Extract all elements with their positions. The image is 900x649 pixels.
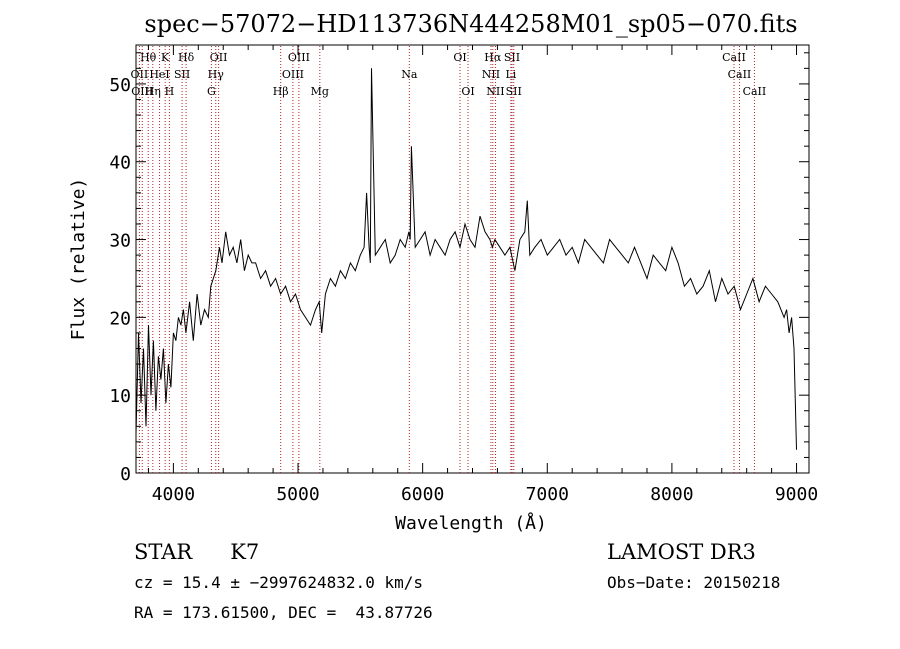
line-label-lines_bot-7: NII	[486, 85, 504, 98]
line-label-lines_top-0: Hθ	[140, 51, 157, 64]
observation-date: Obs−Date: 20150218	[607, 573, 781, 592]
line-label-lines_bot-6: OI	[461, 85, 474, 98]
x-tick-label: 9000	[775, 484, 818, 505]
line-label-lines_top-8: CaII	[722, 51, 746, 64]
line-label-lines_top-1: K	[161, 51, 170, 64]
x-axis: 4000 5000 6000 7000 8000 9000	[147, 45, 818, 505]
y-tick-label: 10	[109, 386, 131, 407]
y-tick-label: 30	[109, 231, 131, 252]
redshift-velocity: cz = 15.4 ± −2997624832.0 km/s	[134, 573, 423, 592]
line-label-lines_top-2: Hδ	[178, 51, 195, 64]
y-tick-label: 50	[109, 75, 131, 96]
line-label-lines_mid-5: Na	[401, 68, 418, 81]
x-tick-label: 4000	[152, 484, 195, 505]
line-label-lines_top-5: OI	[453, 51, 466, 64]
line-label-lines_mid-4: OIII	[282, 68, 304, 81]
x-tick-label: 5000	[276, 484, 319, 505]
object-subclass: K7	[230, 540, 260, 564]
line-label-lines_mid-6: NII	[482, 68, 500, 81]
line-label-lines_top-3: OII	[210, 51, 228, 64]
line-label-lines_bot-4: Hβ	[273, 85, 289, 98]
object-class: STAR	[134, 540, 193, 564]
line-label-lines_bot-1: Hη	[145, 85, 161, 98]
line-label-lines_bot-5: Mg	[311, 85, 329, 98]
line-label-lines_bot-9: CaII	[743, 85, 767, 98]
y-tick-label: 0	[120, 464, 131, 485]
line-label-lines_bot-0: OIII	[131, 85, 153, 98]
line-label-lines_bot-2: H	[165, 85, 175, 98]
line-label-lines_mid-3: Hγ	[208, 68, 225, 81]
line-label-lines_bot-3: G	[207, 85, 216, 98]
line-label-lines_bot-8: SII	[506, 85, 522, 98]
y-tick-label: 20	[109, 308, 131, 329]
line-label-lines_mid-7: Li	[505, 68, 516, 81]
line-label-lines_top-6: Hα	[484, 51, 502, 64]
x-axis-label: Wavelength (Å)	[395, 512, 547, 534]
x-tick-label: 6000	[401, 484, 444, 505]
x-tick-label: 7000	[526, 484, 569, 505]
line-label-lines_mid-1: HeI	[149, 68, 169, 81]
object-classification: STAR K7	[134, 540, 259, 564]
coordinates: RA = 173.61500, DEC = 43.87726	[134, 603, 433, 622]
line-label-lines_top-7: SII	[504, 51, 520, 64]
line-label-lines_mid-2: SII	[174, 68, 190, 81]
plot-frame	[135, 44, 810, 474]
line-label-lines_mid-0: OII	[131, 68, 149, 81]
y-axis-label: Flux (relative)	[68, 178, 89, 341]
chart-title: spec−57072−HD113736N444258M01_sp05−070.f…	[144, 10, 797, 38]
y-axis: 0 10 20 30 40 50	[109, 52, 809, 485]
spectrum-line	[135, 68, 797, 450]
line-label-lines_mid-8: CaII	[728, 68, 752, 81]
x-tick-label: 8000	[650, 484, 693, 505]
y-tick-label: 40	[109, 153, 131, 174]
survey-name: LAMOST DR3	[607, 540, 756, 564]
line-label-lines_top-4: OIII	[288, 51, 310, 64]
